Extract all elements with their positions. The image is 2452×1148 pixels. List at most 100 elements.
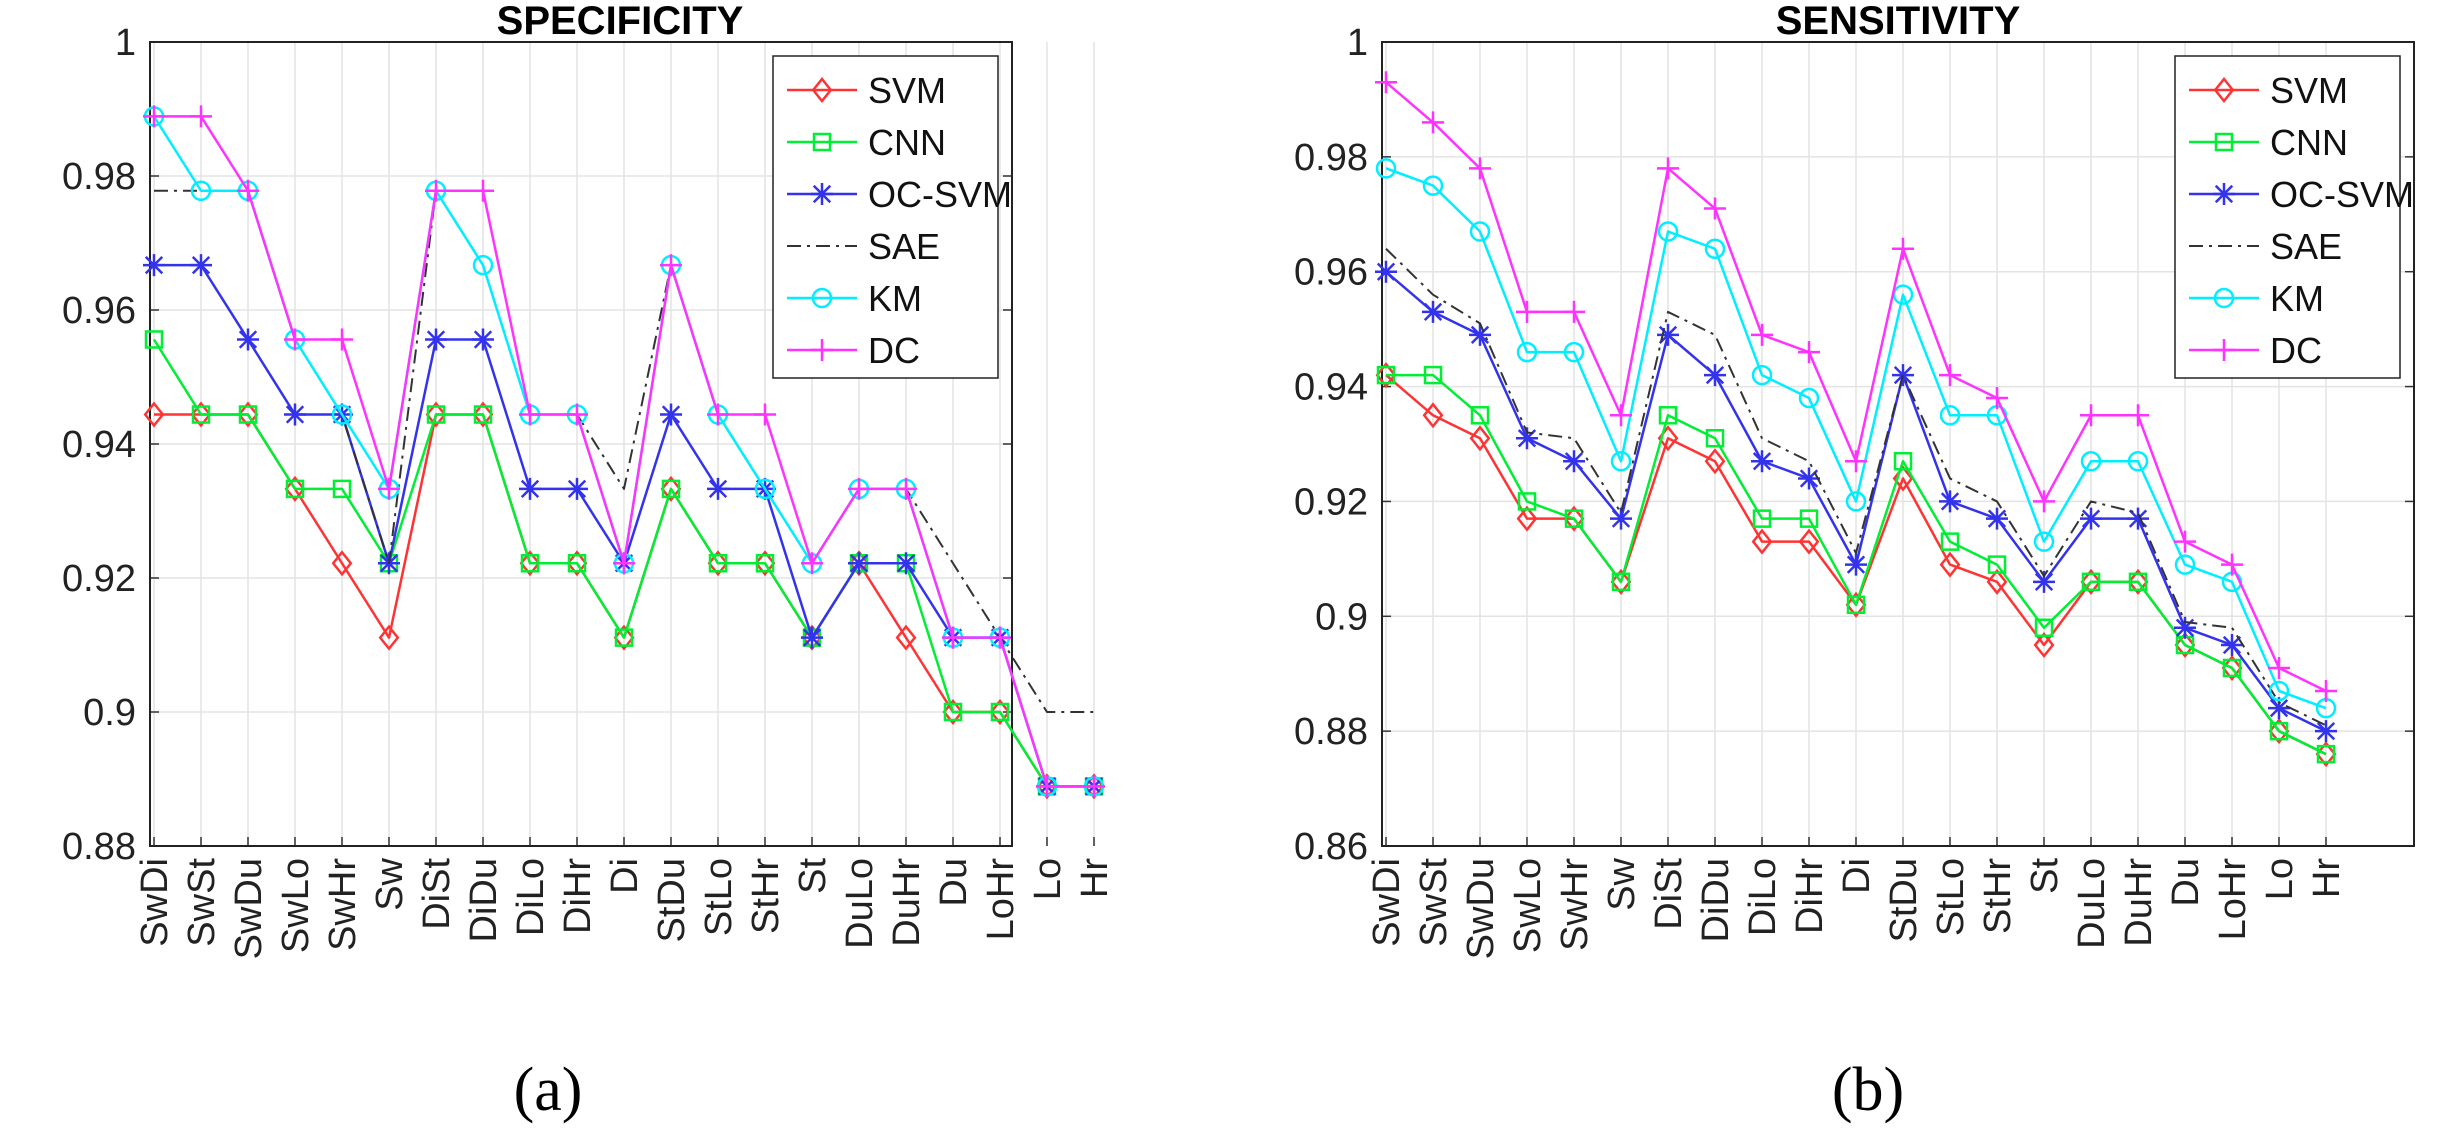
x-tick-label: DiSt: [1648, 858, 1690, 930]
data-point-km: [1845, 491, 1867, 512]
x-axis: SwDi SwSt SwDu SwLo SwHr Sw DiSt DiDu DiLo DiHr Di…: [1366, 837, 2348, 959]
legend-entry-dc: DC: [787, 330, 920, 371]
legend: SVM CNN OC-SVM SAE KM DC: [2174, 55, 2414, 379]
panel-label-a: (a): [514, 1056, 583, 1124]
data-point-km: [1422, 175, 1444, 196]
x-tick-label: DuHr: [886, 858, 928, 947]
data-point-svm: [1751, 528, 1773, 555]
y-tick-label: 0.9: [1315, 596, 1368, 638]
data-point-cnn: [1987, 555, 2007, 574]
series-line-sae: [154, 189, 1094, 713]
y-tick-label: 0.98: [62, 156, 136, 198]
data-point-cnn: [2081, 572, 2101, 592]
data-point-oc-svm: [1798, 467, 1820, 490]
data-point-cnn: [708, 554, 728, 573]
legend-label: SVM: [868, 70, 946, 111]
y-tick-label: 0.96: [62, 290, 136, 332]
data-point-oc-svm: [1986, 507, 2008, 530]
data-point-svm: [1892, 465, 1914, 492]
legend-marker-svm: [2213, 76, 2235, 104]
data-point-km: [754, 478, 776, 500]
y-tick-label: 0.94: [1294, 367, 1368, 409]
legend-marker-km: [2213, 287, 2235, 309]
data-point-oc-svm: [1657, 323, 1679, 346]
legend-entry-oc-svm: OC-SVM: [787, 174, 1012, 215]
x-tick-label: Di: [604, 858, 646, 894]
legend-marker-cnn: [812, 132, 832, 152]
data-point-svm: [2127, 568, 2149, 595]
x-tick-label: SwHr: [322, 858, 364, 951]
data-point-svm: [1845, 591, 1867, 618]
series-line-sae: [1385, 248, 2327, 727]
legend-entry-sae: SAE: [2189, 226, 2342, 267]
data-point-oc-svm: [2127, 507, 2149, 530]
data-point-dc: [1704, 197, 1726, 220]
data-point-svm: [2268, 718, 2290, 745]
x-tick-label: Hr: [1074, 858, 1116, 898]
x-tick-label: StDu: [1883, 858, 1925, 942]
y-tick-label: 0.94: [62, 424, 136, 466]
x-tick-label: SwDi: [1366, 858, 1408, 947]
data-point-oc-svm: [1751, 450, 1773, 473]
data-point-oc-svm: [1563, 450, 1585, 473]
data-point-oc-svm: [1892, 364, 1914, 387]
legend-marker-dc: [811, 339, 833, 361]
x-tick-label: Di: [1836, 858, 1878, 894]
x-tick-label: SwSt: [181, 858, 223, 947]
legend: SVM CNN OC-SVM SAE KM DC: [772, 55, 1012, 379]
series-line-cnn: [1386, 373, 2327, 756]
data-point-cnn: [1611, 572, 1631, 592]
data-point-svm: [378, 624, 400, 651]
legend-entry-km: KM: [787, 278, 922, 319]
legend-label: CNN: [2270, 122, 2348, 163]
series-dc: [1375, 71, 2337, 702]
series-sae: [154, 189, 1094, 713]
axes-box: [1381, 41, 2415, 847]
series-line-cnn: [152, 338, 1094, 788]
data-point-cnn: [614, 628, 634, 647]
data-point-cnn: [332, 479, 352, 499]
data-point-oc-svm: [1516, 427, 1538, 450]
data-point-cnn: [2269, 721, 2289, 741]
data-point-dc: [1939, 364, 1961, 387]
data-point-dc: [284, 328, 306, 351]
legend-label: KM: [868, 278, 922, 319]
x-tick-label: Sw: [1601, 857, 1643, 910]
data-point-svm: [331, 550, 353, 577]
data-point-km: [2033, 531, 2055, 552]
data-point-cnn: [567, 554, 587, 573]
data-point-oc-svm: [707, 477, 729, 500]
legend-box: [2174, 55, 2401, 379]
data-point-oc-svm: [237, 328, 259, 351]
data-point-svm: [613, 624, 635, 651]
data-point-oc-svm: [472, 328, 494, 351]
legend-entry-dc: DC: [2189, 330, 2322, 371]
data-point-km: [331, 404, 353, 425]
data-point-svm: [190, 401, 212, 428]
data-point-dc: [566, 403, 588, 426]
data-point-dc: [1798, 341, 1820, 364]
legend-label: DC: [2270, 330, 2322, 371]
data-point-svm: [1469, 425, 1491, 452]
legend-label: OC-SVM: [868, 174, 1012, 215]
data-point-dc: [613, 552, 635, 575]
data-point-dc: [237, 179, 259, 202]
data-point-svm: [425, 401, 447, 428]
x-tick-label: StHr: [1977, 858, 2019, 934]
data-point-km: [1610, 450, 1632, 472]
data-point-cnn: [755, 554, 775, 573]
data-point-km: [1375, 158, 1397, 179]
data-point-oc-svm: [1469, 323, 1491, 346]
data-point-svm: [284, 475, 306, 502]
data-point-oc-svm: [1375, 260, 1397, 283]
data-point-dc: [1422, 111, 1444, 134]
data-point-svm: [895, 624, 917, 651]
data-point-cnn: [1423, 365, 1443, 385]
data-point-dc: [1036, 775, 1058, 798]
data-point-oc-svm: [2033, 570, 2055, 593]
data-point-svm: [237, 401, 259, 428]
data-point-dc: [1563, 300, 1585, 323]
data-point-oc-svm: [2315, 720, 2337, 743]
data-point-dc: [519, 403, 541, 426]
